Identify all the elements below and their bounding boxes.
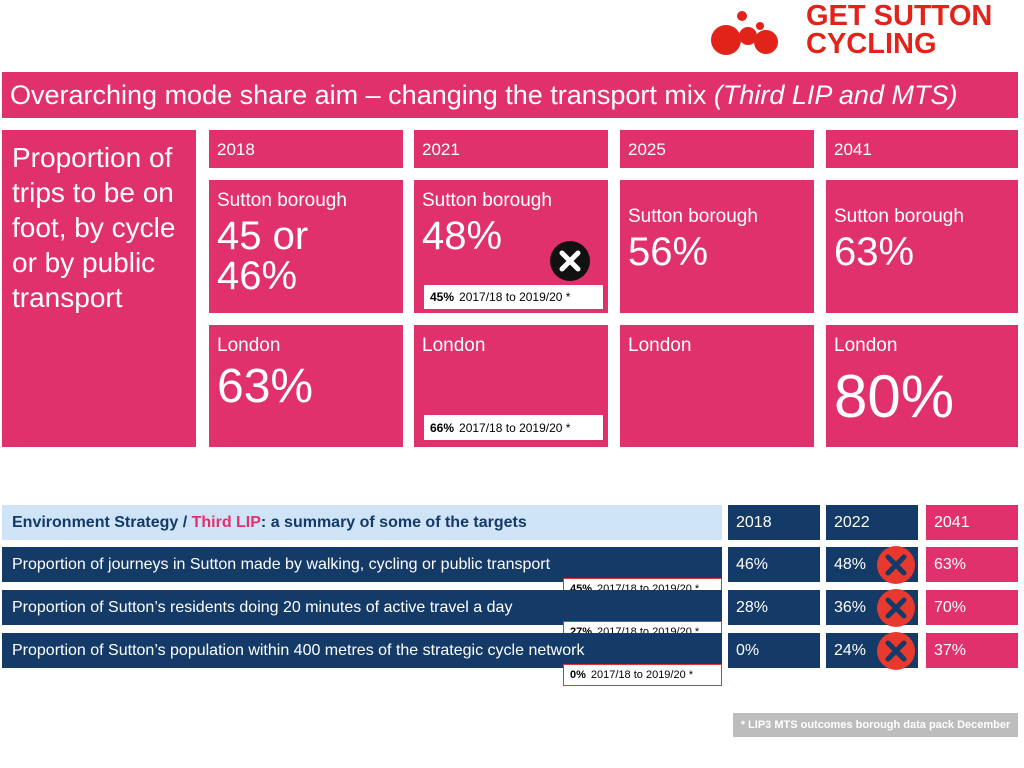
year-header: 2021 — [414, 130, 608, 168]
note-period: 2017/18 to 2019/20 * — [590, 669, 694, 681]
year-header: 2025 — [620, 130, 814, 168]
sutton-value: 45 or 46% — [217, 214, 309, 298]
footer: * LIP3 MTS outcomes borough data pack De… — [733, 713, 1018, 755]
year-header: 2022 — [826, 505, 918, 540]
targets-title: Environment Strategy / — [12, 514, 192, 531]
year-header: 2018 — [728, 505, 820, 540]
sutton-label: Sutton borough — [834, 206, 964, 227]
banner: Overarching mode share aim – changing th… — [2, 72, 1018, 118]
london-box: London 80% — [826, 325, 1018, 447]
sutton-box: Sutton borough 63% — [826, 180, 1018, 313]
fail-icon — [877, 589, 915, 627]
sutton-label: Sutton borough — [628, 206, 758, 227]
year-header: 2018 — [209, 130, 403, 168]
mode-share-label: Proportion of trips to be on foot, by cy… — [2, 130, 196, 447]
row-value: 70% — [926, 590, 1018, 625]
london-label: London — [628, 335, 692, 356]
row-value: 63% — [926, 547, 1018, 582]
banner-title: Overarching mode share aim – changing th… — [10, 80, 707, 110]
logo-dots — [711, 11, 778, 55]
logo-line: GET SUTTON — [806, 0, 993, 32]
sutton-value: 48% — [422, 214, 503, 258]
logo-line: CYCLING — [806, 28, 937, 60]
london-label: London — [422, 335, 486, 356]
sutton-value: 63% — [834, 230, 915, 274]
targets-header: Environment Strategy / Third LIP: a summ… — [2, 505, 722, 540]
targets-title: : a summary of some of the targets — [260, 514, 527, 531]
london-label: London — [834, 335, 898, 356]
row-value: 28% — [728, 590, 820, 625]
london-value: 80% — [834, 363, 955, 430]
note-value: 66% — [430, 420, 455, 435]
sutton-box: Sutton borough 45 or 46% — [209, 180, 403, 313]
london-label: London — [217, 335, 281, 356]
note-value: 0% — [570, 669, 586, 681]
row-value: 0% — [728, 633, 820, 668]
year-header: 2041 — [826, 130, 1018, 168]
sutton-label: Sutton borough — [422, 190, 552, 211]
row-label: Proportion of Sutton’s population within… — [2, 633, 722, 668]
london-box: London 63% — [209, 325, 403, 447]
note-period: 2017/18 to 2019/20 * — [459, 420, 571, 435]
row-label: Proportion of journeys in Sutton made by… — [2, 547, 722, 582]
fail-icon — [877, 546, 915, 584]
row-value: 37% — [926, 633, 1018, 668]
note: 45% 2017/18 to 2019/20 * — [424, 285, 603, 309]
fail-icon — [550, 241, 590, 281]
sutton-box: Sutton borough 56% — [620, 180, 814, 313]
london-value: 63% — [217, 360, 314, 413]
london-box: London — [620, 325, 814, 447]
note: 66% 2017/18 to 2019/20 * — [424, 415, 603, 440]
row-value: 46% — [728, 547, 820, 582]
sutton-value: 56% — [628, 230, 709, 274]
note-period: 2017/18 to 2019/20 * — [459, 290, 571, 304]
banner-italic: (Third LIP and MTS) — [713, 80, 958, 110]
year-header: 2041 — [926, 505, 1018, 540]
fail-icon — [877, 632, 915, 670]
note: 0% 2017/18 to 2019/20 * — [563, 664, 722, 686]
logo-text: GET SUTTON CYCLING — [806, 0, 993, 60]
row-label: Proportion of Sutton’s residents doing 2… — [2, 590, 722, 625]
note-value: 45% — [430, 290, 455, 304]
targets-title-highlight: Third LIP — [191, 514, 261, 531]
sutton-label: Sutton borough — [217, 190, 347, 211]
